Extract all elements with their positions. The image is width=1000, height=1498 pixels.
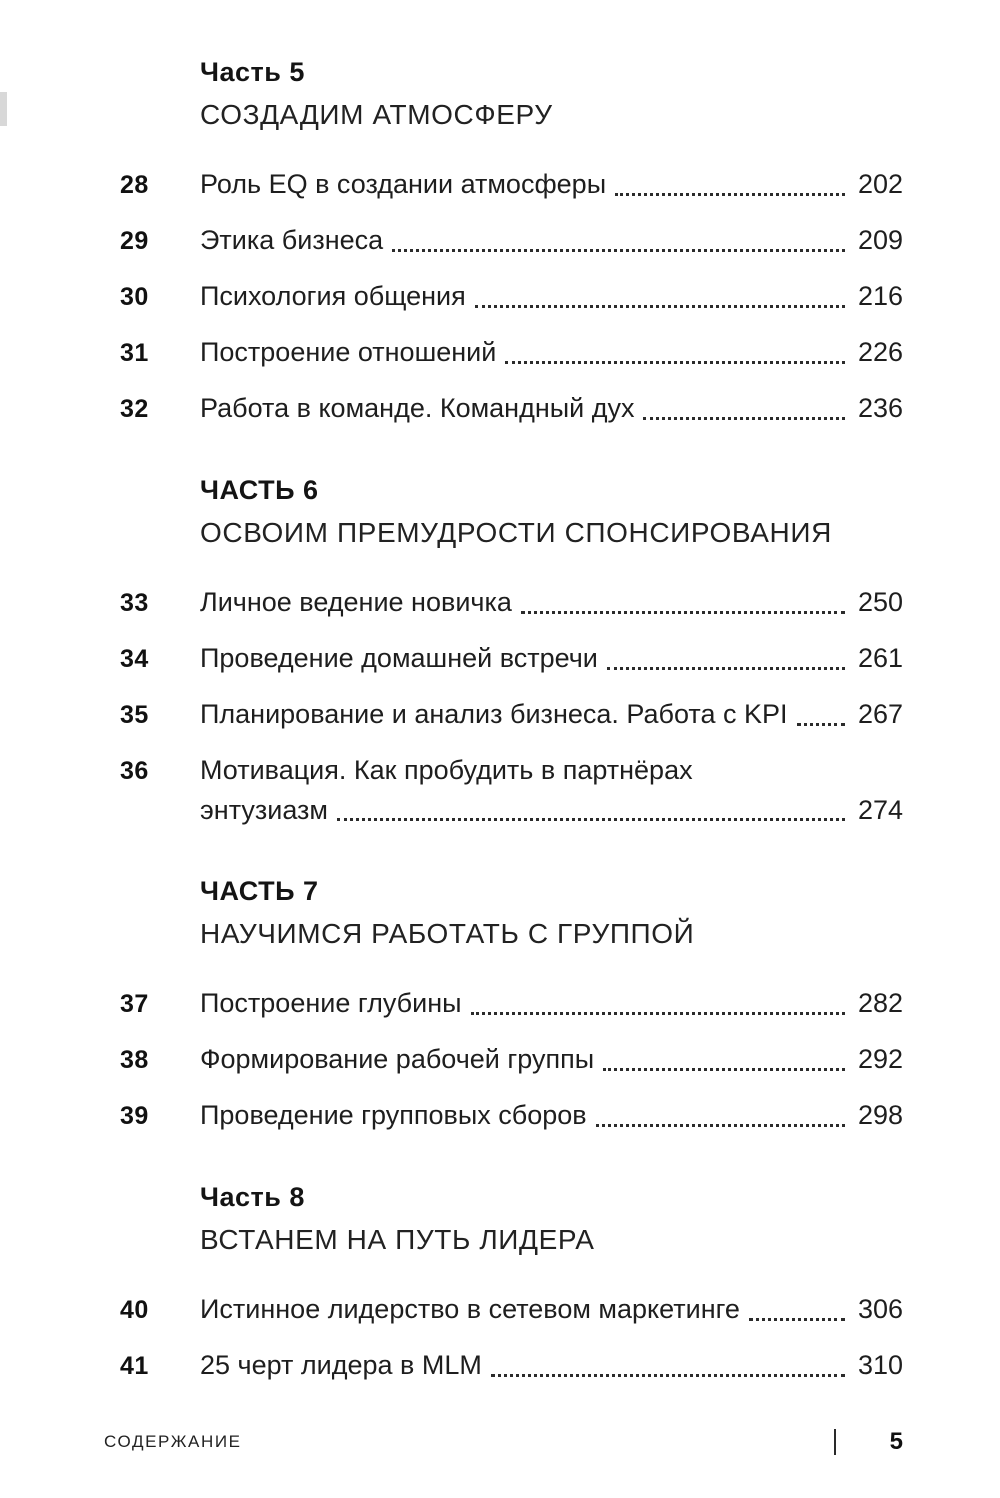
dot-leader [474, 296, 845, 308]
running-title: СОДЕРЖАНИЕ [104, 1432, 242, 1451]
entry-title: Проведение групповых сборов [200, 1100, 587, 1130]
toc-entry-line-2: энтузиазм 274 [120, 794, 903, 827]
dot-leader [603, 1059, 845, 1071]
entry-number: 28 [120, 171, 149, 199]
dot-leader [520, 602, 845, 614]
entry-page: 250 [857, 587, 903, 617]
toc-entry: 35 Планирование и анализ бизнеса. Работа… [120, 698, 903, 732]
part-label: ЧАСТЬ 7 [200, 876, 319, 906]
part-title: ВСТАНЕМ НА ПУТЬ ЛИДЕРА [200, 1224, 595, 1255]
entry-title: Построение отношений [200, 337, 497, 367]
dot-leader [392, 240, 845, 252]
part-header: ЧАСТЬ 7 НАУЧИМСЯ РАБОТАТЬ С ГРУППОЙ [200, 875, 903, 951]
entry-page: 202 [857, 169, 903, 199]
part-title: НАУЧИМСЯ РАБОТАТЬ С ГРУППОЙ [200, 918, 695, 949]
page-footer: СОДЕРЖАНИЕ 5 [104, 1428, 903, 1456]
entry-number: 37 [120, 990, 149, 1018]
entry-number: 33 [120, 589, 149, 617]
entry-page: 282 [857, 988, 903, 1018]
part-title: ОСВОИМ ПРЕМУДРОСТИ СПОНСИРОВАНИЯ [200, 517, 832, 548]
toc-entry: 29 Этика бизнеса 209 [120, 224, 903, 258]
entry-number: 30 [120, 283, 149, 311]
entry-title: Проведение домашней встречи [200, 643, 598, 673]
toc-section-part-6: ЧАСТЬ 6 ОСВОИМ ПРЕМУДРОСТИ СПОНСИРОВАНИЯ… [120, 474, 903, 827]
page-number: 5 [889, 1428, 903, 1455]
entry-number: 36 [120, 757, 149, 785]
entry-page: 216 [857, 281, 903, 311]
entry-title: Построение глубины [200, 988, 462, 1018]
part-label: Часть 8 [200, 1182, 305, 1212]
dot-leader [470, 1003, 845, 1015]
entry-page: 236 [857, 393, 903, 423]
entry-title: Планирование и анализ бизнеса. Работа с … [200, 699, 788, 729]
entry-number: 41 [120, 1352, 149, 1380]
entry-number: 29 [120, 227, 149, 255]
dot-leader [748, 1309, 845, 1321]
scan-edge-artifact [0, 92, 7, 126]
dot-leader [796, 714, 845, 726]
part-header: Часть 8 ВСТАНЕМ НА ПУТЬ ЛИДЕРА [200, 1181, 903, 1257]
entry-page: 292 [857, 1044, 903, 1074]
footer-divider-bar [833, 1429, 836, 1455]
toc-entry-line-1: 36 Мотивация. Как пробудить в партнёрах [120, 754, 903, 788]
entry-title: Формирование рабочей группы [200, 1044, 595, 1074]
table-of-contents: Часть 5 СОЗДАДИМ АТМОСФЕРУ 28 Роль EQ в … [120, 56, 903, 1383]
entry-page: 267 [857, 699, 903, 729]
dot-leader [336, 809, 845, 821]
entry-page: 209 [857, 225, 903, 255]
dot-leader [490, 1365, 845, 1377]
entry-number: 32 [120, 395, 149, 423]
toc-entry: 38 Формирование рабочей группы 292 [120, 1043, 903, 1077]
toc-entry: 32 Работа в команде. Командный дух 236 [120, 392, 903, 426]
dot-leader [643, 408, 845, 420]
dot-leader [615, 184, 845, 196]
entry-number: 39 [120, 1102, 149, 1130]
toc-entry: 39 Проведение групповых сборов 298 [120, 1099, 903, 1133]
toc-entry: 28 Роль EQ в создании атмосферы 202 [120, 168, 903, 202]
dot-leader [606, 658, 845, 670]
entry-page: 226 [857, 337, 903, 367]
toc-entry: 30 Психология общения 216 [120, 280, 903, 314]
entry-page: 298 [857, 1100, 903, 1130]
entry-number: 34 [120, 645, 149, 673]
toc-entry: 31 Построение отношений 226 [120, 336, 903, 370]
entry-title: Этика бизнеса [200, 225, 384, 255]
part-title: СОЗДАДИМ АТМОСФЕРУ [200, 99, 553, 130]
entry-title: Личное ведение новичка [200, 587, 512, 617]
toc-entry: 40 Истинное лидерство в сетевом маркетин… [120, 1293, 903, 1327]
entry-title: Работа в команде. Командный дух [200, 393, 635, 423]
toc-entry: 37 Построение глубины 282 [120, 987, 903, 1021]
toc-section-part-7: ЧАСТЬ 7 НАУЧИМСЯ РАБОТАТЬ С ГРУППОЙ 37 П… [120, 875, 903, 1133]
entry-number: 35 [120, 701, 149, 729]
footer-page-group: 5 [833, 1428, 903, 1456]
entry-title: Истинное лидерство в сетевом маркетинге [200, 1294, 740, 1324]
toc-section-part-5: Часть 5 СОЗДАДИМ АТМОСФЕРУ 28 Роль EQ в … [120, 56, 903, 426]
part-header: ЧАСТЬ 6 ОСВОИМ ПРЕМУДРОСТИ СПОНСИРОВАНИЯ [200, 474, 903, 550]
entry-number: 38 [120, 1046, 149, 1074]
dot-leader [595, 1115, 845, 1127]
toc-entry: 34 Проведение домашней встречи 261 [120, 642, 903, 676]
entry-title: Мотивация. Как пробудить в партнёрах [200, 755, 693, 785]
entry-title-continuation: энтузиазм [200, 795, 328, 825]
entry-page: 310 [857, 1350, 903, 1380]
toc-section-part-8: Часть 8 ВСТАНЕМ НА ПУТЬ ЛИДЕРА 40 Истинн… [120, 1181, 903, 1383]
entry-page: 261 [857, 643, 903, 673]
toc-entry: 33 Личное ведение новичка 250 [120, 586, 903, 620]
entry-number: 40 [120, 1296, 149, 1324]
part-header: Часть 5 СОЗДАДИМ АТМОСФЕРУ [200, 56, 903, 132]
part-label: Часть 5 [200, 57, 305, 87]
part-label: ЧАСТЬ 6 [200, 475, 319, 505]
entry-page: 306 [857, 1294, 903, 1324]
entry-page: 274 [857, 795, 903, 825]
entry-title: Роль EQ в создании атмосферы [200, 169, 607, 199]
dot-leader [505, 352, 845, 364]
entry-title: Психология общения [200, 281, 466, 311]
entry-number: 31 [120, 339, 149, 367]
entry-title: 25 черт лидера в MLM [200, 1350, 482, 1380]
toc-entry: 41 25 черт лидера в MLM 310 [120, 1349, 903, 1383]
